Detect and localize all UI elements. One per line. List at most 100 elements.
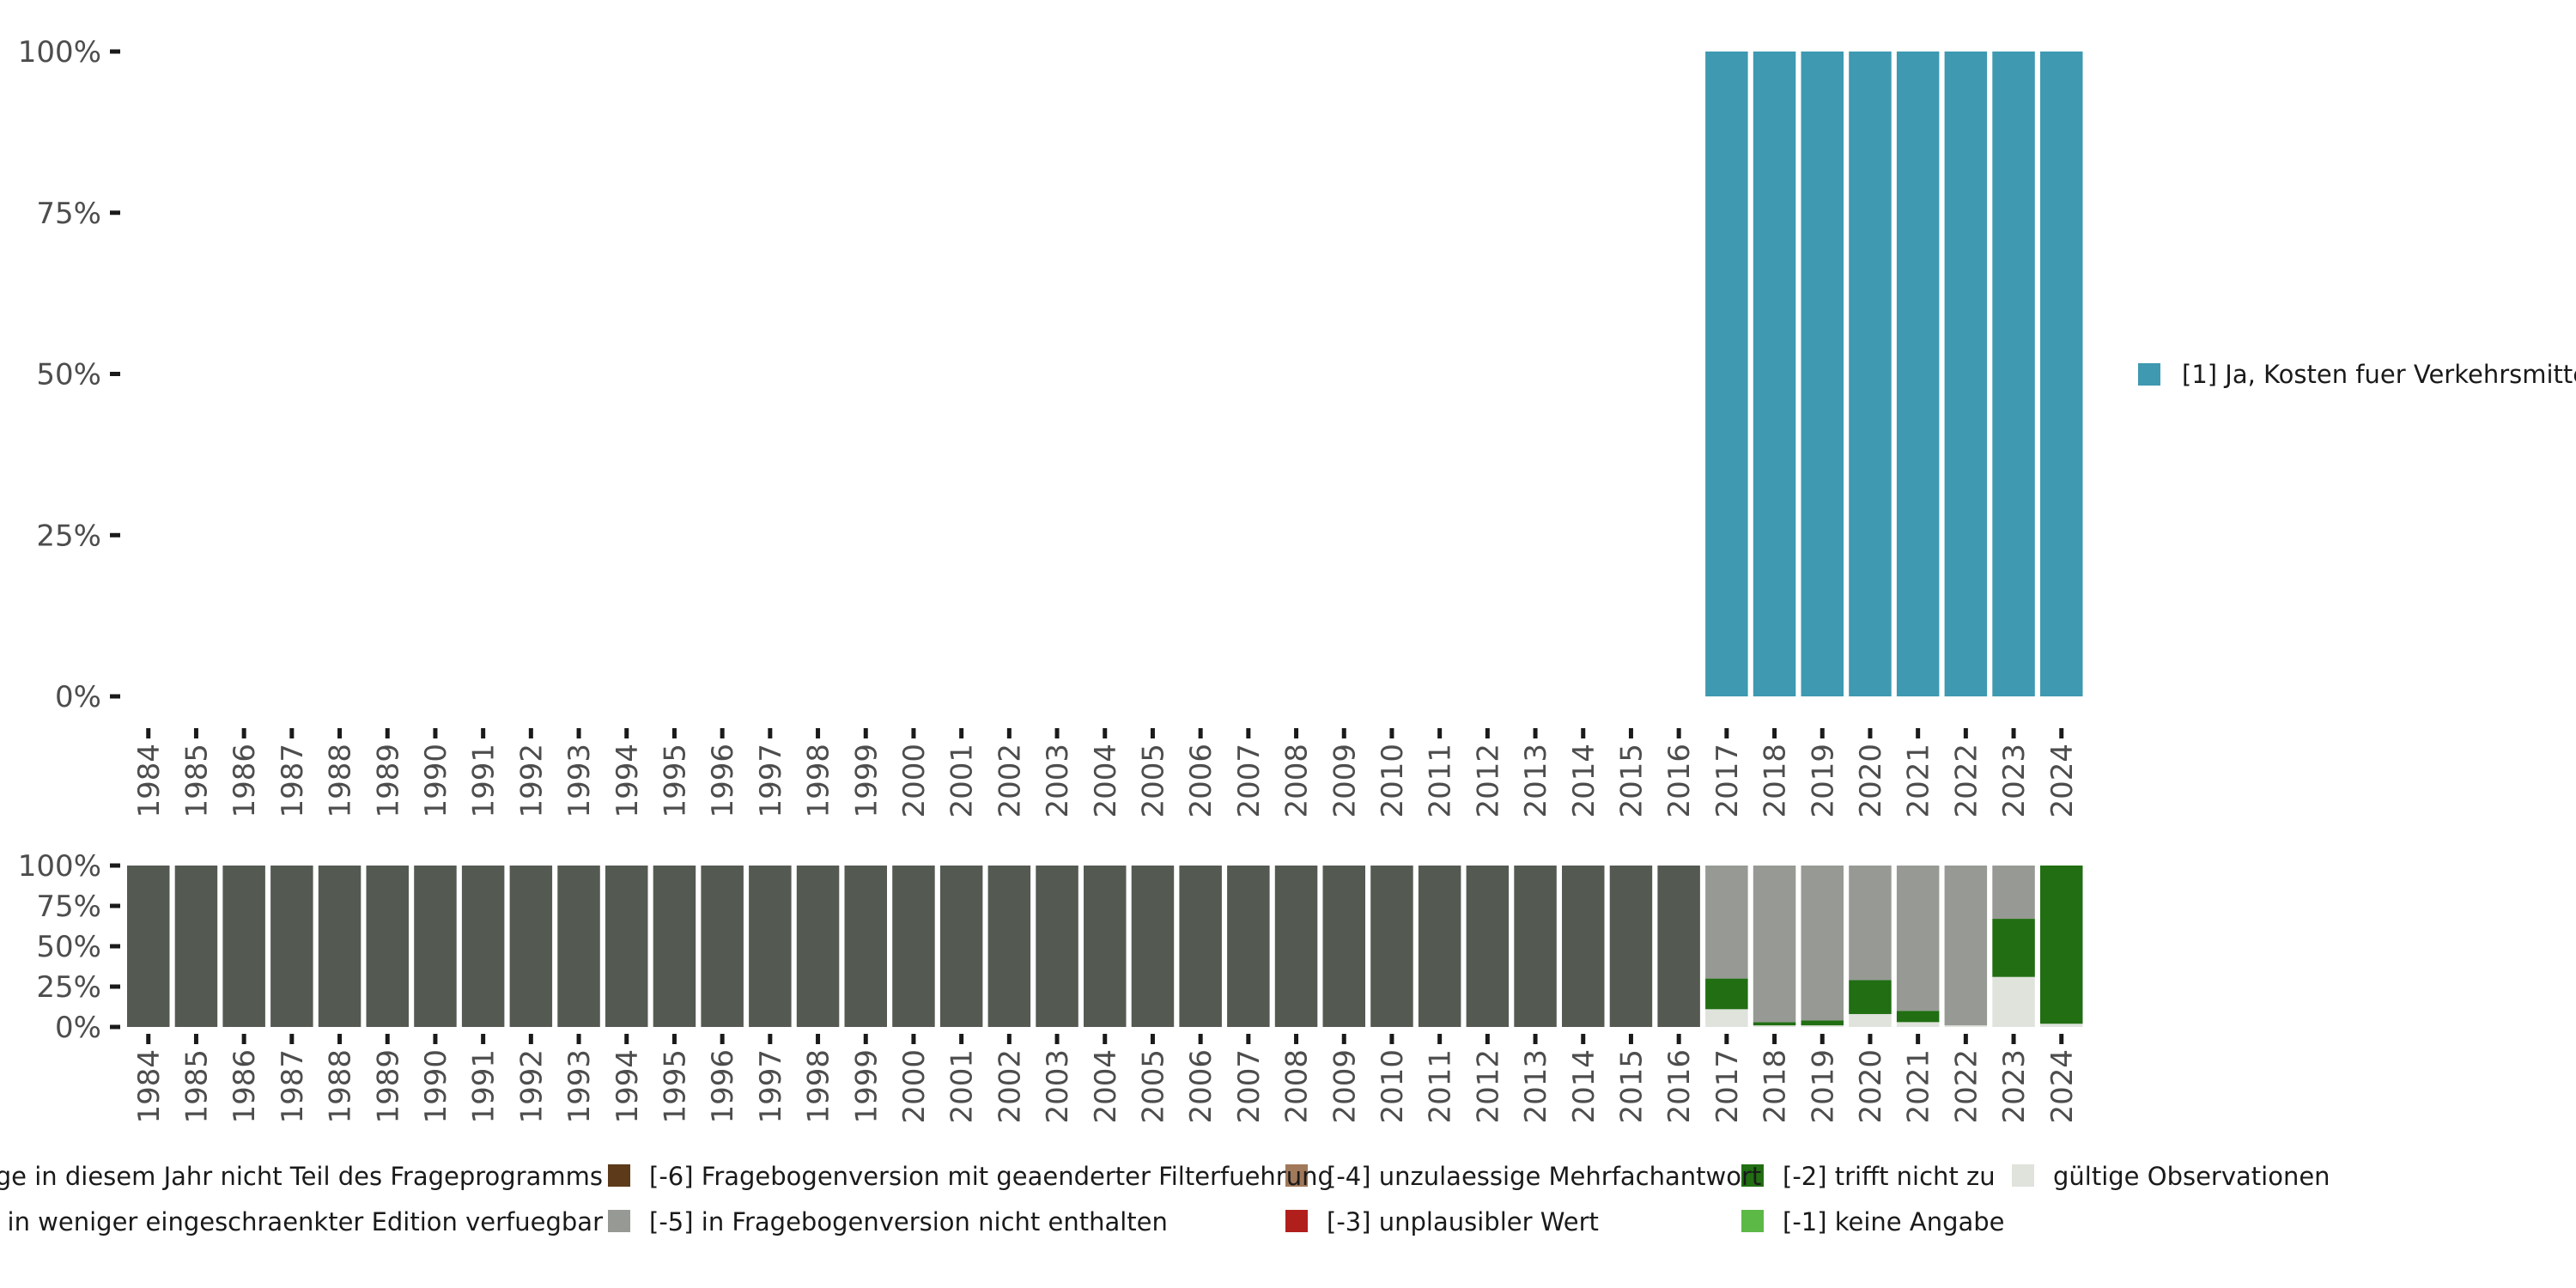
x-tick-label: 1998 [802,1049,836,1124]
bar-2018-0 [1753,52,1796,696]
x-tick-label: 1989 [371,744,405,818]
x-tick-label: 2011 [1424,1049,1458,1124]
bar-2017-0 [1705,1009,1748,1027]
bar-1989-7 [366,866,409,1027]
legend-swatch [2012,1164,2034,1187]
x-tick-label: 2001 [945,744,980,818]
bar-2019-5 [1801,866,1844,1021]
x-tick-label: 2012 [1471,1049,1505,1124]
bar-2017-2 [1705,978,1748,1010]
bar-2020-0 [1849,1013,1892,1027]
y-tick-label: 100% [18,35,101,70]
bar-2008-7 [1274,866,1318,1027]
legend-label: [-4] unzulaessige Mehrfachantwort [1327,1162,1761,1191]
bar-1995-7 [653,866,696,1027]
bar-2018-5 [1753,866,1796,1023]
bar-2005-7 [1131,866,1175,1027]
bar-2018-0 [1753,1025,1796,1027]
bar-2023-0 [1992,976,2035,1027]
bar-1984-7 [127,866,170,1027]
x-tick-label: 2013 [1519,744,1553,818]
bar-1993-7 [557,866,600,1027]
x-tick-label: 2016 [1662,744,1697,818]
x-tick-label: 2011 [1424,744,1458,818]
x-tick-label: 2007 [1232,1049,1267,1124]
legend-label: gültige Observationen [2053,1162,2330,1191]
x-tick-label: 2005 [1136,744,1170,818]
x-tick-label: 1993 [562,744,597,818]
x-tick-label: 1992 [514,744,549,818]
bar-2003-7 [1036,866,1078,1027]
x-tick-label: 2020 [1854,1049,1888,1124]
bar-2000-7 [892,866,935,1027]
x-tick-label: 2021 [1902,1049,1936,1124]
x-tick-label: 2024 [2045,1049,2080,1124]
y-tick-label: 50% [36,358,101,392]
bar-2021-5 [1896,866,1940,1012]
x-tick-label: 1986 [228,744,262,818]
bar-2021-0 [1896,1022,1940,1027]
bar-2023-2 [1992,919,2035,977]
legend-swatch [1285,1210,1308,1232]
bar-2010-7 [1370,866,1413,1027]
x-tick-label: 2004 [1089,744,1123,818]
legend-label: [-8] Frage in diesem Jahr nicht Teil des… [0,1162,603,1191]
bar-1998-7 [796,866,840,1027]
y-tick-label: 0% [55,680,101,714]
x-tick-label: 2006 [1184,744,1218,818]
x-tick-label: 2013 [1519,1049,1553,1124]
x-tick-label: 2014 [1567,1049,1601,1124]
x-tick-label: 2022 [1949,744,1984,818]
x-tick-label: 2019 [1806,1049,1840,1124]
x-tick-label: 2017 [1710,1049,1745,1124]
bar-2021-0 [1896,52,1940,696]
x-tick-label: 1995 [658,744,692,818]
legend-label: [-5] in Fragebogenversion nicht enthalte… [649,1207,1168,1236]
bar-1999-7 [844,866,887,1027]
x-tick-label: 2007 [1232,744,1267,818]
x-tick-label: 2003 [1041,744,1075,818]
bar-1997-7 [749,866,792,1027]
x-tick-label: 2002 [993,744,1027,818]
x-tick-label: 1994 [611,744,645,818]
bar-2023-5 [1992,866,2035,920]
bar-2022-5 [1944,866,1988,1026]
bar-2002-7 [987,866,1031,1027]
bar-2011-7 [1418,866,1461,1027]
bar-2018-2 [1753,1022,1796,1026]
x-tick-label: 1995 [658,1049,692,1124]
legend-label: [-2] trifft nicht zu [1783,1162,1996,1191]
y-tick-label: 75% [36,197,101,231]
y-tick-label: 100% [18,849,101,884]
legend-label: [-1] keine Angabe [1783,1207,2005,1236]
x-tick-label: 2023 [1997,744,2032,818]
x-tick-label: 2010 [1376,744,1410,818]
x-tick-label: 1990 [419,1049,453,1124]
bar-2013-7 [1514,866,1557,1027]
bar-2016-7 [1657,866,1700,1027]
x-tick-label: 2016 [1662,1049,1697,1124]
x-tick-label: 2015 [1614,744,1649,818]
x-tick-label: 2018 [1759,1049,1793,1124]
bar-2001-7 [939,866,983,1027]
x-tick-label: 2017 [1710,744,1745,818]
x-tick-label: 2001 [945,1049,980,1124]
bar-2020-0 [1849,52,1892,696]
legend-swatch [1741,1210,1764,1232]
x-tick-label: 2019 [1806,744,1840,818]
y-tick-label: 50% [36,930,101,964]
bar-2004-7 [1084,866,1127,1027]
bar-1994-7 [605,866,648,1027]
x-tick-label: 2022 [1949,1049,1984,1124]
x-tick-label: 2009 [1327,744,1362,818]
x-tick-label: 2024 [2045,744,2080,818]
legend-label: [-7] nur in weniger eingeschraenkter Edi… [0,1207,603,1236]
legend-label: [1] Ja, Kosten fuer Verkehrsmittel [2182,360,2576,389]
x-tick-label: 1997 [754,1049,788,1124]
bar-2019-0 [1801,52,1844,696]
x-tick-label: 2015 [1614,1049,1649,1124]
bar-2009-7 [1322,866,1365,1027]
x-tick-label: 2010 [1376,1049,1410,1124]
y-tick-label: 25% [36,519,101,553]
bar-1987-7 [270,866,313,1027]
